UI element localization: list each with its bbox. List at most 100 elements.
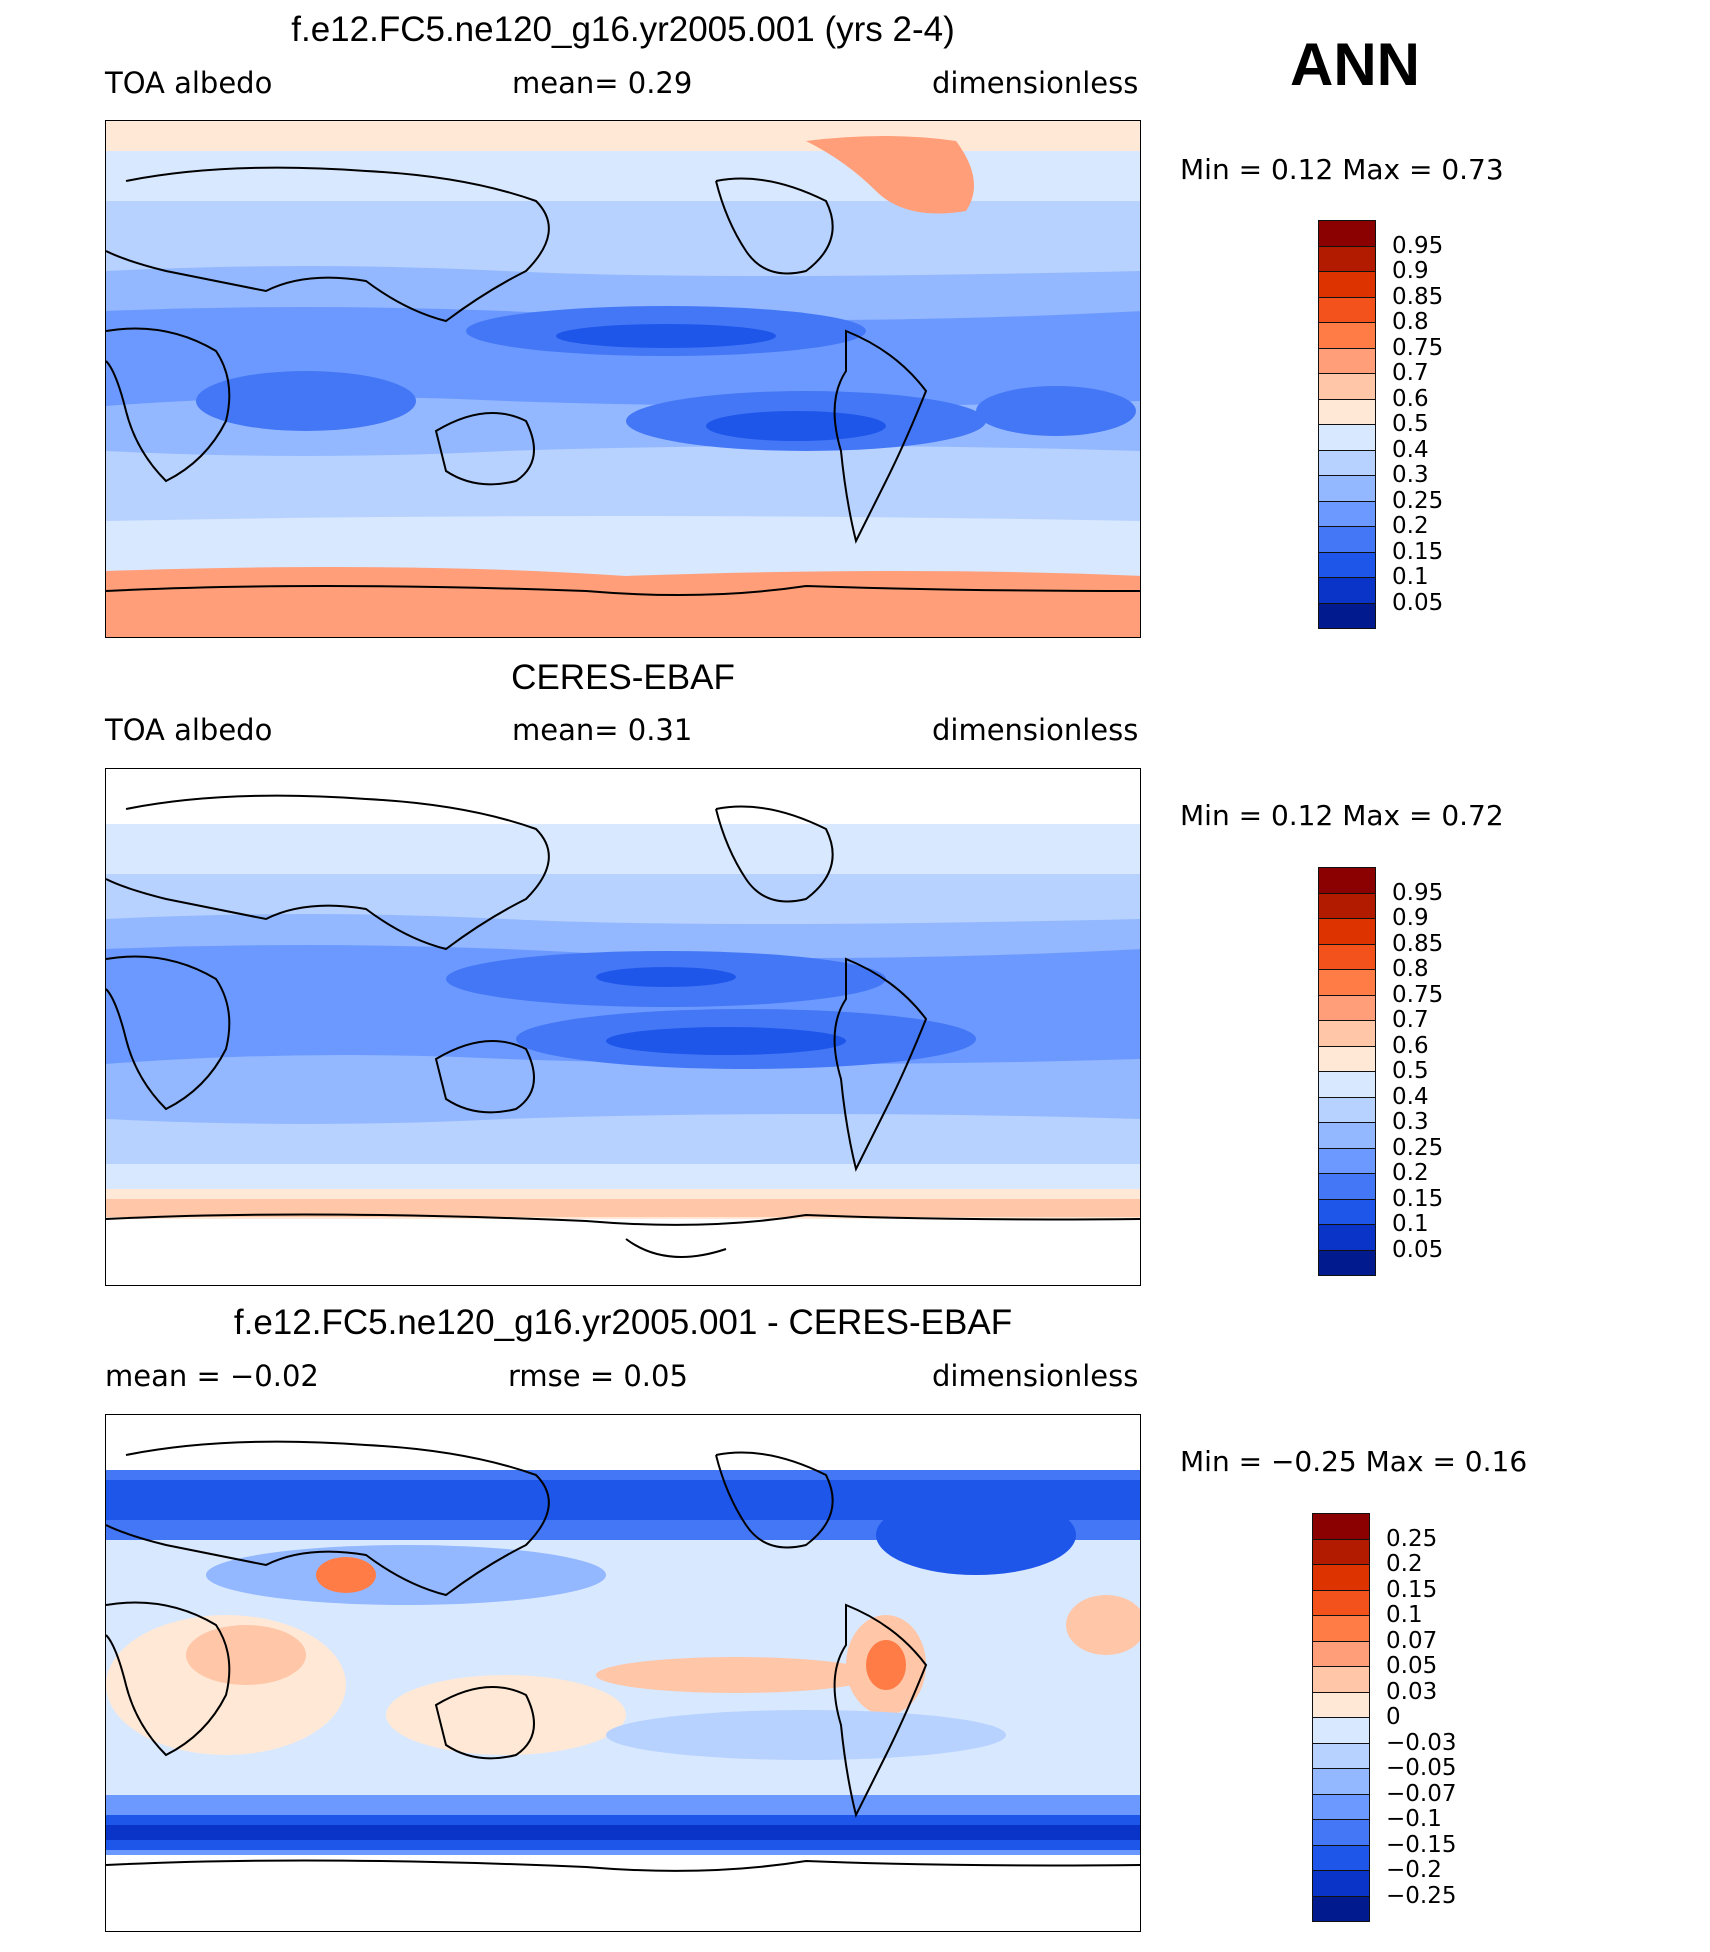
colorbar-label: 0.2	[1392, 1160, 1429, 1186]
colorbar-label: 0.25	[1392, 1134, 1444, 1161]
colorbar-swatch	[1318, 322, 1376, 349]
colorbar-label: 0.05	[1392, 589, 1444, 616]
colorbar-swatch	[1312, 1793, 1370, 1820]
colorbar-label: 0.75	[1392, 981, 1444, 1008]
colorbar-swatch	[1318, 1071, 1376, 1098]
colorbar-swatch	[1318, 271, 1376, 298]
colorbar-label: 0.2	[1386, 1551, 1423, 1577]
panel-2-units: dimensionless	[932, 713, 1139, 747]
colorbar-swatch	[1312, 1895, 1370, 1922]
colorbar-label: 0.6	[1392, 385, 1429, 412]
colorbar-swatch	[1318, 1096, 1376, 1123]
colorbar-label: 0.9	[1392, 905, 1429, 931]
colorbar-label: −0.03	[1386, 1729, 1457, 1756]
colorbar-label: 0.3	[1392, 462, 1429, 488]
colorbar-swatch	[1312, 1819, 1370, 1846]
colorbar-label: 0.5	[1392, 1058, 1429, 1084]
colorbar-label: 0.15	[1386, 1576, 1438, 1603]
panel-2-title: CERES-EBAF	[511, 658, 735, 697]
colorbar-swatch	[1318, 892, 1376, 919]
colorbar-label: 0.25	[1392, 487, 1444, 514]
colorbar-swatch	[1318, 969, 1376, 996]
colorbar-swatch	[1318, 943, 1376, 970]
colorbar-label: 0.15	[1392, 538, 1444, 565]
panel-1-minmax: Min = 0.12 Max = 0.73	[1180, 153, 1504, 186]
colorbar-swatch	[1312, 1640, 1370, 1667]
colorbar-swatch	[1318, 500, 1376, 527]
colorbar-swatch	[1318, 1045, 1376, 1072]
colorbar-swatch	[1312, 1615, 1370, 1642]
colorbar-label: 0.9	[1392, 258, 1429, 284]
colorbar-swatch	[1318, 347, 1376, 374]
colorbar-swatch	[1318, 398, 1376, 425]
colorbar-label: −0.15	[1386, 1831, 1457, 1858]
panel-2-mean: mean= 0.31	[512, 713, 693, 747]
colorbar-swatch	[1318, 1173, 1376, 1200]
colorbar-swatch	[1312, 1538, 1370, 1565]
colorbar-label: 0.85	[1392, 283, 1444, 310]
colorbar-swatch	[1318, 577, 1376, 604]
colorbar-label: 0.05	[1392, 1236, 1444, 1263]
colorbar-label: −0.2	[1386, 1857, 1442, 1883]
colorbar-swatch	[1318, 1147, 1376, 1174]
colorbar-swatch	[1318, 918, 1376, 945]
colorbar-label: 0.8	[1392, 309, 1429, 335]
colorbar-swatch	[1312, 1768, 1370, 1795]
panel-2-map	[105, 768, 1141, 1286]
colorbar-swatch	[1318, 1249, 1376, 1276]
colorbar-swatch	[1312, 1742, 1370, 1769]
colorbar-swatch	[1318, 526, 1376, 553]
colorbar-label: 0.95	[1392, 879, 1444, 906]
colorbar-swatch	[1312, 1870, 1370, 1897]
colorbar-label: 0.4	[1392, 1083, 1429, 1110]
colorbar-label: 0.7	[1392, 1007, 1429, 1033]
colorbar-label: 0.8	[1392, 956, 1429, 982]
colorbar-swatch	[1318, 551, 1376, 578]
panel-3-mean: mean = −0.02	[105, 1359, 319, 1393]
panel-3-minmax: Min = −0.25 Max = 0.16	[1180, 1445, 1528, 1478]
colorbar-label: −0.1	[1386, 1806, 1442, 1832]
colorbar-swatch	[1318, 1122, 1376, 1149]
colorbar-swatch	[1318, 1020, 1376, 1047]
colorbar-label: 0.03	[1386, 1678, 1438, 1705]
colorbar-label: 0.1	[1386, 1602, 1423, 1628]
panel-3-title: f.e12.FC5.ne120_g16.yr2005.001 - CERES-E…	[233, 1303, 1013, 1342]
colorbar-swatch	[1318, 602, 1376, 629]
panel-1-variable: TOA albedo	[105, 66, 273, 100]
colorbar-label: −0.25	[1386, 1882, 1457, 1909]
colorbar-swatch	[1312, 1513, 1370, 1540]
colorbar-label: 0.3	[1392, 1109, 1429, 1135]
panel-1-map	[105, 120, 1141, 638]
colorbar-label: 0.05	[1386, 1653, 1438, 1679]
colorbar-swatch	[1318, 424, 1376, 451]
colorbar-label: 0.95	[1392, 232, 1444, 259]
colorbar-swatch	[1312, 1589, 1370, 1616]
panel-3-units: dimensionless	[932, 1359, 1139, 1393]
colorbar-swatch	[1318, 1198, 1376, 1225]
colorbar-label: 0.6	[1392, 1032, 1429, 1059]
panel-1-mean: mean= 0.29	[512, 66, 693, 100]
season-label: ANN	[1290, 31, 1420, 98]
colorbar-label: 0.85	[1392, 930, 1444, 957]
colorbar-label: 0.25	[1386, 1525, 1438, 1552]
colorbar-swatch	[1318, 245, 1376, 272]
colorbar-swatch	[1312, 1666, 1370, 1693]
colorbar-label: 0.7	[1392, 360, 1429, 386]
colorbar-label: 0.15	[1392, 1185, 1444, 1212]
colorbar-swatch	[1318, 867, 1376, 894]
colorbar-swatch	[1318, 220, 1376, 247]
colorbar-swatch	[1318, 994, 1376, 1021]
colorbar-swatch	[1318, 1224, 1376, 1251]
panel-2-minmax: Min = 0.12 Max = 0.72	[1180, 799, 1504, 832]
colorbar-label: 0.1	[1392, 564, 1429, 590]
panel-3-map	[105, 1414, 1141, 1932]
panel-2-variable: TOA albedo	[105, 713, 273, 747]
panel-1-title: f.e12.FC5.ne120_g16.yr2005.001 (yrs 2-4)	[291, 10, 955, 49]
colorbar-label: 0	[1386, 1704, 1401, 1730]
colorbar-label: 0.75	[1392, 334, 1444, 361]
colorbar-label: 0.2	[1392, 513, 1429, 539]
colorbar-label: −0.05	[1386, 1755, 1457, 1781]
colorbar-swatch	[1312, 1717, 1370, 1744]
colorbar-swatch	[1318, 449, 1376, 476]
colorbar-label: 0.07	[1386, 1627, 1438, 1654]
